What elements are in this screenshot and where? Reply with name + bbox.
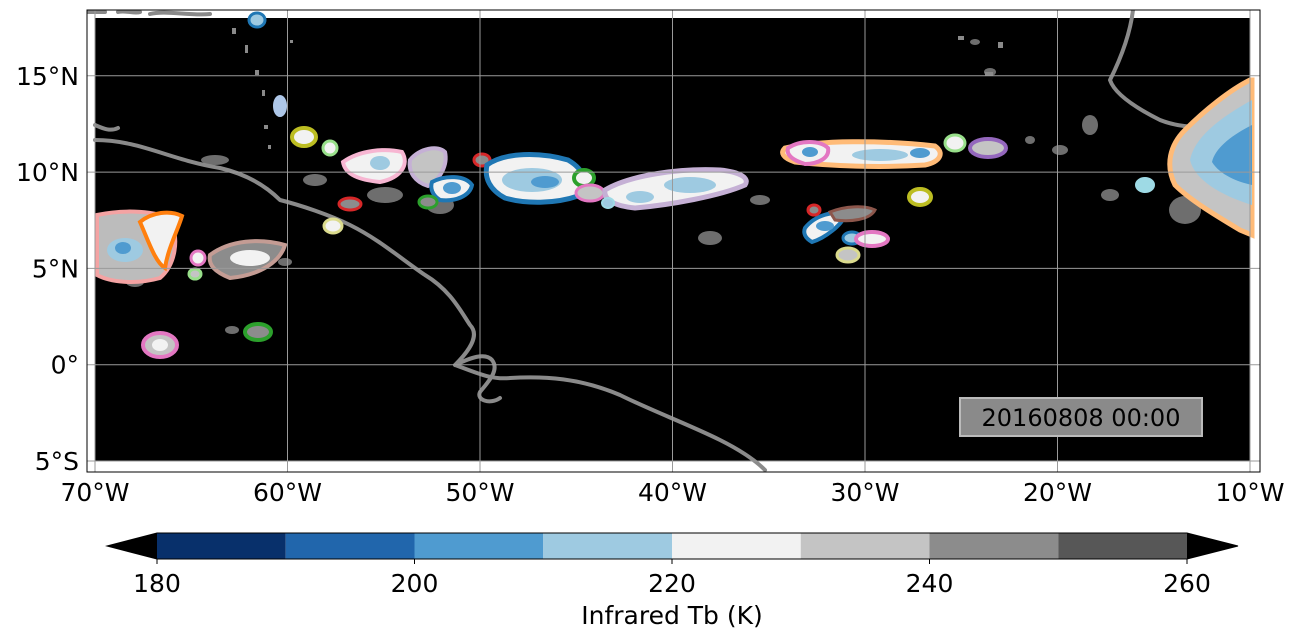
lat-tick-label: 10°N [16, 158, 79, 187]
timestamp-box: 20160808 00:00 [959, 397, 1203, 437]
colorbar-tick-label: 220 [648, 569, 696, 598]
cloud-system-yellow-south [835, 246, 861, 264]
cloud-system-purple-east [968, 137, 1008, 159]
colorbar-tick-label: 240 [906, 569, 954, 598]
cloud-green-small [187, 267, 203, 281]
colorbar-under-triangle [107, 533, 157, 559]
lon-tick-label: 30°W [830, 478, 899, 507]
cloud-core [910, 148, 930, 158]
cloud-core [816, 221, 834, 231]
cloud-core [531, 176, 559, 188]
lon-tick-label: 60°W [253, 478, 322, 507]
colorbar-segment [800, 533, 930, 559]
cloud-system-lime [321, 139, 339, 157]
colorbar-segment [929, 533, 1059, 559]
cloud-core [802, 147, 818, 157]
longitude-tick-labels: 70°W 60°W 50°W 40°W 30°W 20°W 10°W [60, 478, 1284, 507]
cloud-core [230, 250, 270, 266]
cloud-system-lime-east [943, 133, 967, 153]
cloud-core [852, 149, 908, 161]
colorbar-tick-label: 260 [1163, 569, 1211, 598]
cloud-pink-small [189, 249, 207, 267]
cloud-system-topblue [247, 11, 267, 29]
lat-tick-label: 5°S [35, 447, 79, 476]
cloud-system-west-2 [137, 210, 185, 272]
colorbar-tick-label: 200 [391, 569, 439, 598]
cloud-system-teal [601, 197, 615, 209]
cloud-system-red-small [337, 196, 363, 212]
cloud-system-olive [290, 126, 318, 148]
gridlines [87, 10, 1260, 472]
cloud-system-red-south [806, 203, 822, 217]
cloud-system-pink-c [574, 183, 606, 203]
lon-tick-label: 70°W [60, 478, 129, 507]
colorbar-segment [157, 533, 286, 559]
cloud-system-sw-green [243, 322, 273, 342]
lon-tick-label: 40°W [638, 478, 707, 507]
colorbar-over-triangle [1187, 533, 1238, 559]
colorbar-segment [1058, 533, 1187, 559]
timestamp-label: 20160808 00:00 [982, 404, 1181, 432]
cloud-system-cyan-east [1135, 177, 1155, 193]
map-border [86, 9, 1261, 473]
colorbar-segment [414, 533, 544, 559]
islands [232, 28, 1003, 149]
cloud-core [152, 339, 168, 351]
lat-tick-label: 15°N [16, 62, 79, 91]
lon-tick-label: 50°W [445, 478, 514, 507]
cloud-system-green-b [417, 194, 439, 210]
lon-tick-label: 10°W [1215, 478, 1284, 507]
cloud-system-pink-south [854, 230, 890, 248]
cloud-core [370, 156, 390, 170]
cloud-system-yellow [322, 217, 344, 235]
lat-tick-label: 5°N [32, 254, 79, 283]
lat-tick-label: 0° [51, 351, 79, 380]
colorbar-segment [543, 533, 672, 559]
colorbar-segment [285, 533, 415, 559]
cloud-core [626, 191, 654, 203]
colorbar: 180 200 220 240 260 [105, 532, 1239, 598]
cloud-core [664, 177, 716, 193]
colorbar-segment [672, 533, 801, 559]
lon-tick-label: 20°W [1023, 478, 1092, 507]
latitude-tick-labels: 15°N 10°N 5°N 0° 5°S [16, 62, 79, 476]
cloud-system-ltblue [273, 95, 287, 117]
cloud-core [115, 242, 131, 254]
cloud-system-olive-east [907, 187, 933, 207]
colorbar-label: Infrared Tb (K) [581, 601, 763, 630]
cloud-system-brown-south [827, 205, 878, 223]
cloud-core [443, 182, 461, 194]
colorbar-tick-label: 180 [133, 569, 181, 598]
cloud-core [1212, 125, 1252, 185]
